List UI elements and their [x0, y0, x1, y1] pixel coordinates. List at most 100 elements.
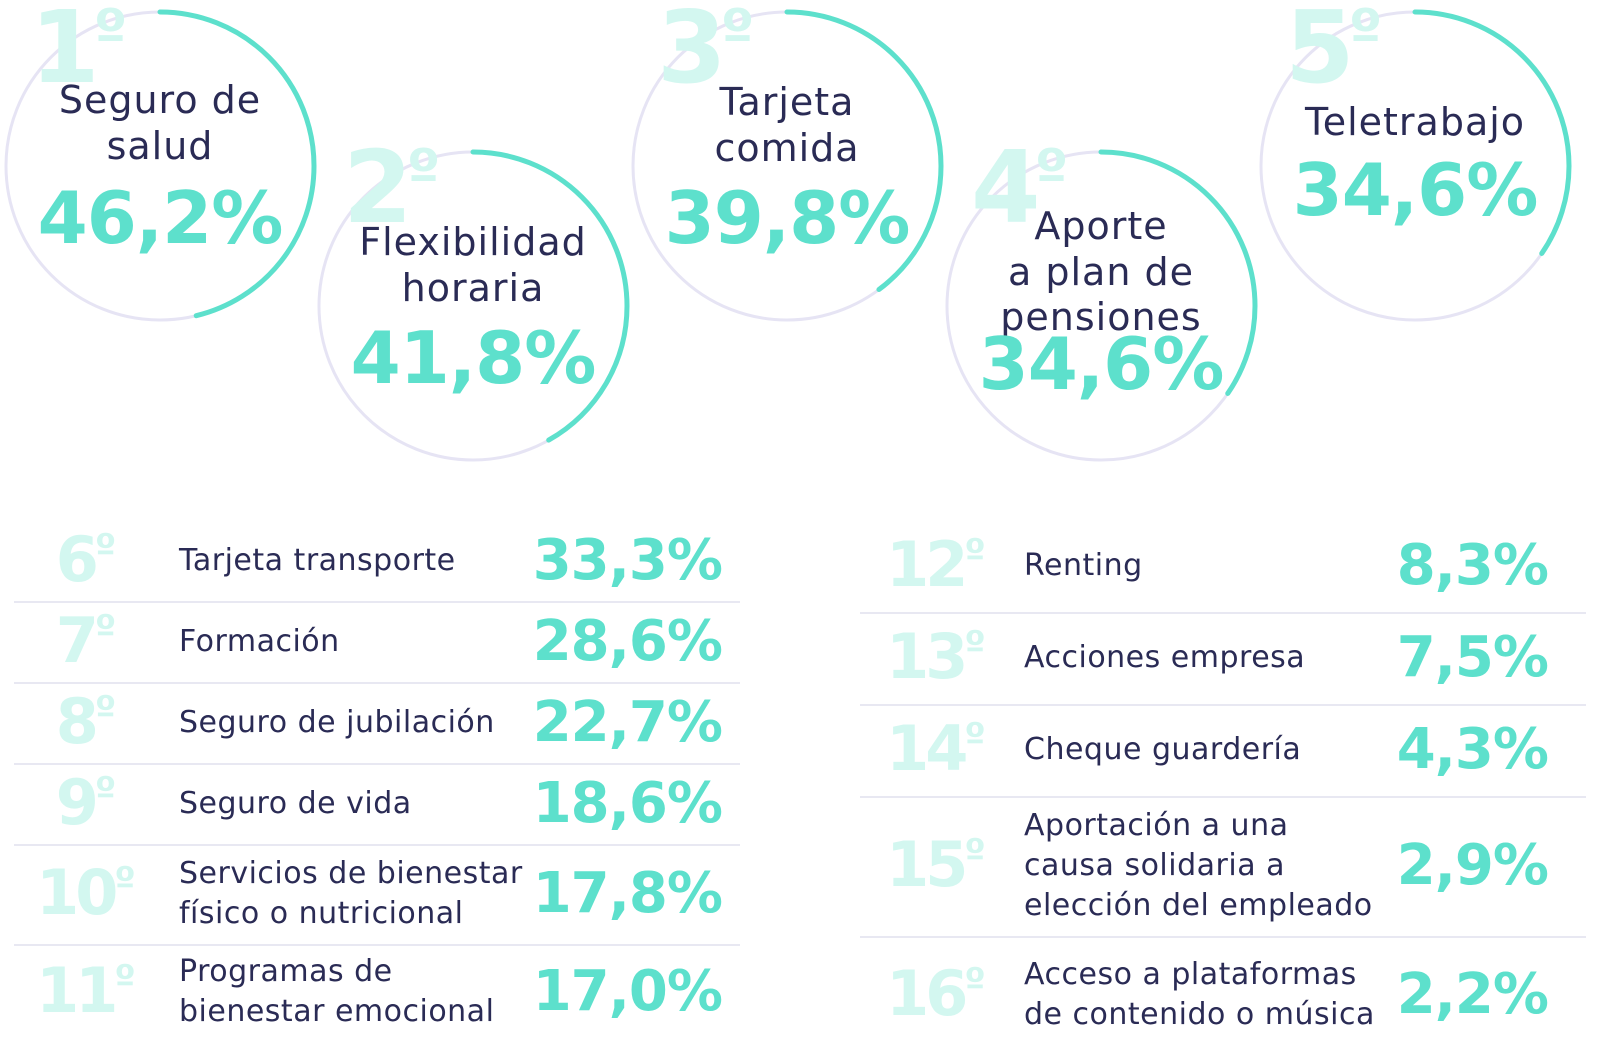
table-rank: 13º	[886, 626, 986, 688]
circle-rank-number: 4	[971, 129, 1041, 246]
table-rank: 14º	[886, 718, 986, 780]
table-row: 8º Seguro de jubilación 22,7%	[14, 682, 740, 765]
circle-label-line: salud	[106, 123, 214, 168]
table-rank: 6º	[36, 525, 136, 591]
circle-label-line: a plan de	[1008, 249, 1194, 294]
circle-rank-number: 5	[1285, 0, 1355, 106]
table-rank-number: 14	[886, 712, 968, 785]
table-label: Formación	[179, 622, 340, 662]
circle-rank: 5º	[1285, 0, 1382, 98]
table-label-line: Servicios de bienestar	[179, 856, 523, 891]
table-row: 10º Servicios de bienestar físico o nutric…	[14, 844, 740, 946]
table-rank-number: 7	[55, 603, 99, 677]
circle-item: 1º Seguro de salud 46,2%	[0, 0, 320, 326]
table-label-line: de contenido o música	[1024, 997, 1375, 1032]
table-rank-number: 6	[55, 522, 99, 596]
table-label-line: Renting	[1024, 548, 1143, 583]
circle-label-line: pensiones	[1000, 295, 1202, 340]
table-rank-number: 12	[886, 528, 968, 601]
circle-rank-ordinal: º	[720, 0, 755, 67]
ring-progress-arc	[3, 9, 317, 323]
table-rank-ordinal: º	[94, 687, 117, 732]
circle-label-line: horaria	[401, 265, 545, 310]
table-value: 17,8%	[532, 861, 723, 926]
table-row: 9º Seguro de vida 18,6%	[14, 763, 740, 846]
table-rank-ordinal: º	[964, 715, 986, 759]
table-label: Acciones empresa	[1024, 638, 1305, 678]
circle-rank: 1º	[30, 0, 127, 98]
circle-rank-number: 2	[343, 129, 413, 246]
table-row: 11º Programas de bienestar emocional 17,0%	[14, 944, 740, 1039]
table-rank: 10º	[36, 862, 136, 924]
table-label-line: Aportación a una	[1024, 808, 1289, 843]
circle-value: 39,8%	[664, 176, 911, 260]
circle-item: 3º Tarjeta comida 39,8%	[627, 0, 947, 326]
ring-svg	[944, 149, 1258, 463]
table-label: Cheque guardería	[1024, 730, 1301, 770]
table-label-line: causa solidaria a	[1024, 848, 1285, 883]
table-row: 6º Tarjeta transporte 33,3%	[14, 520, 740, 603]
circle-rank: 3º	[657, 0, 754, 98]
circle-item: 4º Aporte a plan de pensiones 34,6%	[941, 138, 1261, 466]
table-label: Servicios de bienestar físico o nutricion…	[179, 854, 523, 934]
table-label: Programas de bienestar emocional	[179, 952, 494, 1032]
circle-label: Teletrabajo	[1255, 100, 1575, 146]
circle-rank-ordinal: º	[93, 0, 128, 67]
table-rank-number: 16	[886, 957, 968, 1030]
ring-svg	[3, 9, 317, 323]
circle-label-line: Teletrabajo	[1304, 100, 1526, 144]
table-rank: 12º	[886, 534, 986, 596]
table-label: Renting	[1024, 546, 1143, 586]
circle-value: 34,6%	[1292, 148, 1539, 232]
table-value: 28,6%	[532, 608, 723, 674]
circle-label-line: comida	[714, 125, 860, 170]
circle-label-line: Seguro de	[58, 78, 262, 122]
table-value: 18,6%	[532, 770, 723, 836]
table-rank-number: 11	[36, 953, 118, 1027]
circle-label-line: Tarjeta	[719, 80, 855, 124]
table-rank-ordinal: º	[94, 606, 117, 651]
table-rank-number: 13	[886, 620, 968, 693]
table-row: 16º Acceso a plataformas de contenido o mú…	[860, 936, 1586, 1054]
table-label-line: Seguro de vida	[179, 785, 412, 821]
circle-rank: 2º	[343, 138, 440, 238]
ring-progress-arc	[1258, 9, 1572, 323]
circle-value: 34,6%	[978, 322, 1225, 406]
ring-svg	[1258, 9, 1572, 323]
table-row: 12º Renting 8,3%	[860, 520, 1586, 614]
table-rank: 8º	[36, 687, 136, 753]
table-label-line: Acciones empresa	[1024, 640, 1306, 675]
table-label-line: Seguro de jubilación	[179, 704, 495, 740]
circle-label-line: Aporte	[1034, 204, 1168, 248]
table-rank: 9º	[36, 768, 136, 834]
circle-label-line: Flexibilidad	[359, 220, 587, 264]
ring-progress-arc	[944, 149, 1258, 463]
table-value: 4,3%	[1396, 717, 1549, 782]
table-rank: 11º	[36, 956, 136, 1022]
circle-value: 41,8%	[350, 316, 597, 400]
table-rank-ordinal: º	[114, 859, 136, 903]
circle-rank-number: 1	[30, 0, 100, 106]
table-rank-number: 9	[55, 765, 99, 839]
table-value: 8,3%	[1396, 533, 1549, 598]
table-rank-ordinal: º	[964, 960, 986, 1004]
table-rank-ordinal: º	[94, 768, 117, 813]
table-value: 2,9%	[1396, 833, 1549, 898]
table-label-line: Tarjeta transporte	[179, 542, 456, 578]
ring-svg	[630, 9, 944, 323]
table-rank-ordinal: º	[94, 525, 117, 570]
table-label-line: Programas de	[179, 953, 393, 989]
table-rank-ordinal: º	[964, 531, 986, 575]
circle-rank-ordinal: º	[406, 137, 441, 207]
table-label-line: físico o nutricional	[179, 896, 464, 931]
table-rank-number: 8	[55, 684, 99, 758]
table-label-line: bienestar emocional	[179, 993, 495, 1029]
circle-value: 46,2%	[37, 176, 284, 260]
table-row: 7º Formación 28,6%	[14, 601, 740, 684]
table-rank-ordinal: º	[964, 623, 986, 667]
ring-progress-arc	[630, 9, 944, 323]
table-rank-ordinal: º	[114, 956, 136, 1001]
circle-label: Seguro de salud	[0, 78, 320, 169]
table-label-line: elección del empleado	[1024, 888, 1373, 923]
table-value: 33,3%	[532, 527, 723, 593]
